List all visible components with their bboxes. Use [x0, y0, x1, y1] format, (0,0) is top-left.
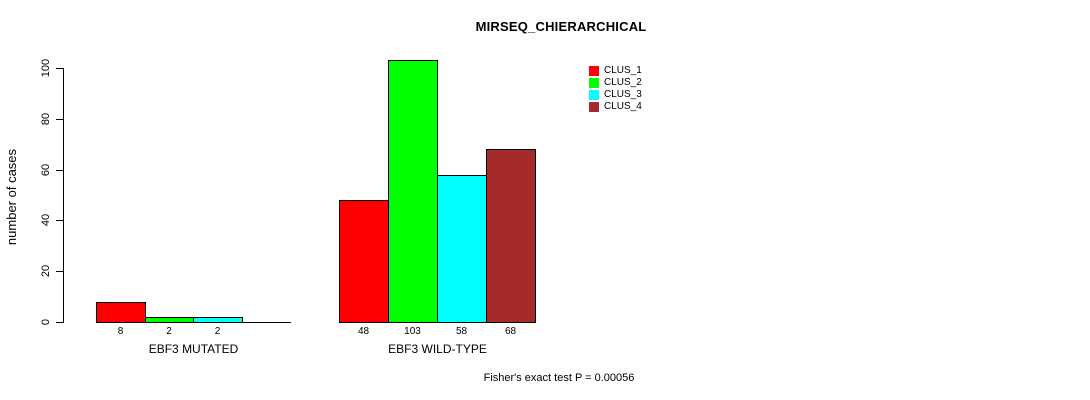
bar-value-label: 8: [117, 326, 124, 337]
y-tick-label: 40: [40, 213, 52, 227]
chart-title: MIRSEQ_CHIERARCHICAL: [475, 19, 647, 34]
group-label-ebf3-wild-type: EBF3 WILD-TYPE: [388, 342, 487, 356]
clus-3-swatch-icon: [589, 90, 599, 100]
legend-label: CLUS_2: [604, 77, 642, 88]
y-tick-label: 20: [40, 264, 52, 278]
legend-label: CLUS_1: [604, 65, 642, 76]
group-label-ebf3-mutated: EBF3 MUTATED: [148, 342, 239, 356]
y-tick-label: 100: [40, 58, 52, 78]
fisher-test-annotation: Fisher's exact test P = 0.00056: [483, 372, 635, 384]
bar-value-label: 103: [404, 326, 421, 337]
legend-item-clus-1: CLUS_1: [589, 66, 642, 76]
y-tick-mark: [56, 322, 63, 323]
bar-value-label: 2: [166, 326, 172, 337]
bar-value-label: 48: [357, 326, 370, 337]
legend-item-clus-4: CLUS_4: [589, 102, 642, 112]
bar-value-label: 2: [214, 326, 221, 337]
bar-clus_2-ebf3-mutated: [145, 317, 194, 323]
y-tick-label: 0: [40, 318, 52, 326]
bar-clus_3-ebf3-mutated: [193, 317, 243, 323]
y-tick-label: 80: [40, 112, 52, 126]
y-tick-label: 60: [40, 163, 52, 177]
bar-clus_3-ebf3-wild-type: [437, 175, 487, 323]
bar-value-label: 68: [504, 326, 517, 337]
legend-item-clus-2: CLUS_2: [589, 78, 642, 88]
bar-clus_1-ebf3-mutated: [96, 302, 146, 323]
legend-label: CLUS_4: [604, 101, 642, 112]
bar-value-label: 58: [455, 326, 468, 337]
y-tick-mark: [56, 220, 63, 221]
bar-clus_4-ebf3-wild-type: [486, 149, 536, 323]
bar-clus_1-ebf3-wild-type: [339, 200, 389, 323]
legend: CLUS_1 CLUS_2 CLUS_3 CLUS_4: [589, 66, 642, 114]
clus-2-swatch-icon: [589, 78, 599, 88]
y-axis-label: number of cases: [4, 148, 19, 246]
legend-label: CLUS_3: [604, 89, 642, 100]
y-axis-line: [63, 68, 64, 323]
clus-1-swatch-icon: [589, 66, 599, 76]
clus-4-swatch-icon: [589, 102, 599, 112]
legend-item-clus-3: CLUS_3: [589, 90, 642, 100]
y-tick-mark: [56, 119, 63, 120]
bar-clus_2-ebf3-wild-type: [388, 60, 438, 323]
y-tick-mark: [56, 170, 63, 171]
y-tick-mark: [56, 271, 63, 272]
y-tick-mark: [56, 68, 63, 69]
